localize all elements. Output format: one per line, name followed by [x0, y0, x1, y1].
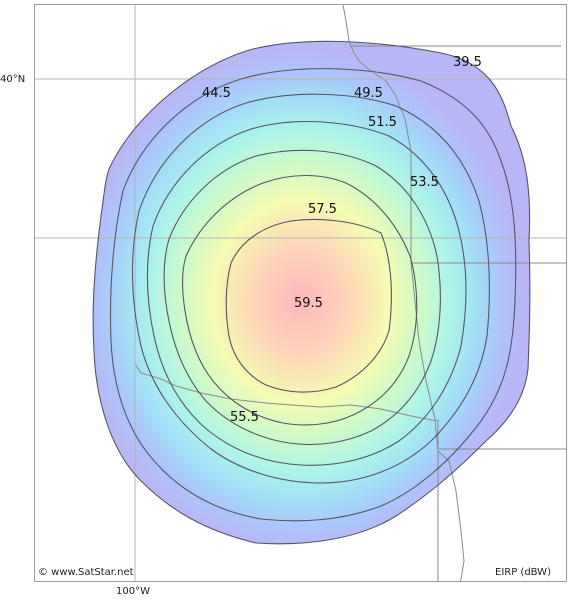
map-frame: 39.5 44.5 49.5 51.5 53.5 55.5 57.5 59.5: [34, 4, 567, 582]
contour-label-51-5: 51.5: [368, 115, 397, 130]
unit-label: EIRP (dBW): [495, 567, 551, 578]
contour-label-44-5: 44.5: [202, 86, 231, 101]
contour-39-5: [92, 40, 531, 545]
contour-label-55-5: 55.5: [230, 410, 259, 425]
contour-57-5: [225, 219, 392, 393]
contour-label-59-5: 59.5: [294, 296, 323, 311]
contour-49-5: [131, 93, 490, 484]
contour-label-49-5: 49.5: [354, 86, 383, 101]
contour-53-5: [163, 149, 441, 445]
contour-44-5: [109, 68, 517, 522]
graticule: [35, 5, 566, 581]
contour-label-39-5: 39.5: [453, 55, 482, 70]
coverage-fill: [93, 41, 530, 544]
contour-51-5: [146, 120, 467, 466]
eirp-footprint-map: 39.5 44.5 49.5 51.5 53.5 55.5 57.5 59.5: [35, 5, 566, 581]
eirp-contours: [92, 40, 531, 545]
contour-55-5: [181, 174, 418, 426]
contour-label-57-5: 57.5: [308, 202, 337, 217]
copyright-text: © www.SatStar.net: [38, 567, 134, 578]
contour-label-53-5: 53.5: [410, 175, 439, 190]
latitude-label: 40°N: [0, 74, 26, 85]
longitude-label: 100°W: [116, 586, 150, 597]
contour-labels: 39.5 44.5 49.5 51.5 53.5 55.5 57.5 59.5: [202, 55, 482, 425]
